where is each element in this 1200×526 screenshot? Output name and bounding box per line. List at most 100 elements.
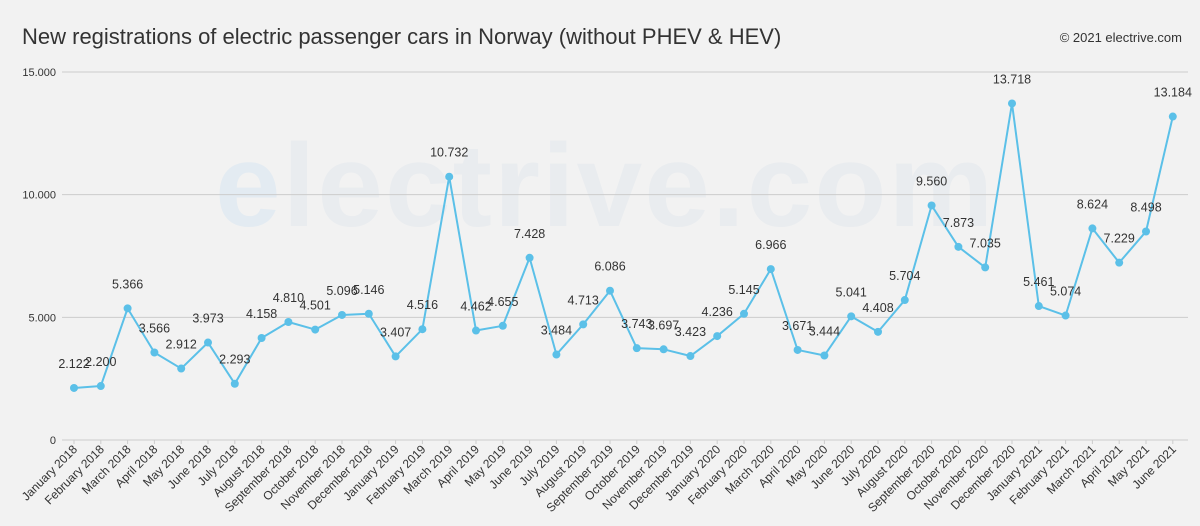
data-points <box>70 99 1177 392</box>
data-label: 4.713 <box>568 293 599 307</box>
data-label: 13.718 <box>993 72 1031 86</box>
data-point[interactable] <box>177 364 186 373</box>
data-label: 5.704 <box>889 269 920 283</box>
data-label: 4.810 <box>273 291 304 305</box>
data-point[interactable] <box>418 325 427 334</box>
data-label: 5.041 <box>836 285 867 299</box>
data-point[interactable] <box>954 242 963 251</box>
data-label: 2.912 <box>166 338 197 352</box>
data-point[interactable] <box>150 348 159 357</box>
data-point[interactable] <box>793 345 802 354</box>
data-point[interactable] <box>659 345 668 354</box>
data-label: 7.035 <box>970 236 1001 250</box>
data-label: 3.671 <box>782 319 813 333</box>
data-point[interactable] <box>123 304 132 313</box>
series-polyline <box>73 102 1174 389</box>
data-point[interactable] <box>1142 227 1150 236</box>
data-point[interactable] <box>1008 99 1016 108</box>
data-point[interactable] <box>632 344 641 353</box>
data-point[interactable] <box>1115 258 1124 267</box>
data-label: 5.146 <box>353 283 384 297</box>
data-label: 5.096 <box>326 284 357 298</box>
data-point[interactable] <box>766 265 775 274</box>
data-label: 3.973 <box>192 312 223 326</box>
watermark-rest: lectrive.com <box>282 120 996 252</box>
data-point[interactable] <box>391 352 400 361</box>
data-label: 4.655 <box>487 295 518 309</box>
data-label: 8.624 <box>1077 197 1108 211</box>
data-point[interactable] <box>686 352 695 361</box>
data-label: 5.366 <box>112 277 143 291</box>
data-label: 3.407 <box>380 325 411 339</box>
data-label: 10.732 <box>430 146 468 160</box>
data-point[interactable] <box>257 333 266 342</box>
y-tick-label: 0 <box>50 435 56 447</box>
data-label: 13.184 <box>1154 86 1192 100</box>
data-point[interactable] <box>579 320 588 329</box>
data-point[interactable] <box>311 325 320 334</box>
data-point[interactable] <box>900 296 909 305</box>
data-point[interactable] <box>472 326 480 335</box>
data-point[interactable] <box>847 312 856 321</box>
data-label: 4.462 <box>460 300 491 314</box>
data-label: 7.873 <box>943 216 974 230</box>
watermark-logo: electrive.com <box>215 118 995 254</box>
y-tick-label: 15.000 <box>22 67 56 79</box>
data-label: 3.444 <box>809 325 840 339</box>
data-point[interactable] <box>525 253 534 262</box>
data-point[interactable] <box>1061 311 1070 320</box>
data-point[interactable] <box>445 172 454 181</box>
y-axis-ticks: 0 5.000 10.000 15.000 <box>22 67 56 447</box>
data-point[interactable] <box>204 338 212 347</box>
data-point[interactable] <box>338 310 346 319</box>
data-label: 4.408 <box>862 301 893 315</box>
data-label: 4.158 <box>246 307 277 321</box>
data-point[interactable] <box>1034 302 1043 311</box>
data-point[interactable] <box>981 263 990 272</box>
data-label: 7.229 <box>1104 232 1135 246</box>
data-point[interactable] <box>606 286 614 295</box>
y-tick-label: 5.000 <box>28 312 56 324</box>
data-label: 9.560 <box>916 174 947 188</box>
data-label: 5.461 <box>1023 275 1054 289</box>
data-point[interactable] <box>364 309 373 318</box>
data-point[interactable] <box>713 332 722 341</box>
data-label: 4.236 <box>702 305 733 319</box>
data-point[interactable] <box>740 309 748 318</box>
data-point[interactable] <box>927 201 936 210</box>
data-label: 6.966 <box>755 238 786 252</box>
data-label: 2.122 <box>58 357 89 371</box>
data-label: 3.484 <box>541 324 572 338</box>
data-label: 3.566 <box>139 322 170 336</box>
data-point[interactable] <box>96 382 105 391</box>
data-label: 2.293 <box>219 353 250 367</box>
watermark-lead: e <box>215 120 283 252</box>
data-label: 2.200 <box>85 355 116 369</box>
data-label: 5.145 <box>728 283 759 297</box>
data-label: 6.086 <box>594 260 625 274</box>
data-label: 7.428 <box>514 227 545 241</box>
data-label: 3.423 <box>675 325 706 339</box>
data-label: 3.743 <box>621 317 652 331</box>
data-point[interactable] <box>284 317 293 326</box>
y-tick-label: 10.000 <box>22 190 56 202</box>
data-point[interactable] <box>1088 224 1097 233</box>
data-point[interactable] <box>498 321 507 330</box>
grid-lines <box>62 71 1188 441</box>
data-label: 3.697 <box>648 318 679 332</box>
series-line <box>73 102 1174 389</box>
data-point[interactable] <box>874 327 882 336</box>
data-point[interactable] <box>820 351 829 360</box>
data-point[interactable] <box>552 350 561 359</box>
data-point[interactable] <box>1168 112 1177 121</box>
data-label: 4.516 <box>407 298 438 312</box>
data-label: 4.501 <box>300 299 331 313</box>
data-label: 5.074 <box>1050 285 1081 299</box>
data-point[interactable] <box>70 383 78 392</box>
chart-title: New registrations of electric passenger … <box>22 24 782 49</box>
data-point[interactable] <box>230 379 239 388</box>
copyright-notice: © 2021 electrive.com <box>1059 30 1182 45</box>
